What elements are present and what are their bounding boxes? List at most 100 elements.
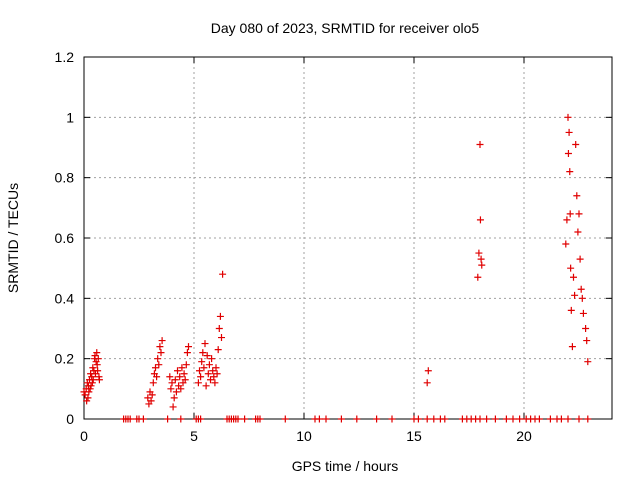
- data-point: [203, 352, 211, 360]
- data-point: [205, 361, 213, 369]
- data-point: [441, 415, 449, 423]
- data-point: [578, 294, 586, 302]
- data-point: [582, 325, 590, 332]
- data-point: [147, 397, 155, 405]
- data-point: [87, 382, 95, 390]
- data-point: [158, 337, 166, 345]
- data-point: [315, 415, 323, 423]
- data-point: [94, 367, 102, 375]
- data-point: [571, 291, 579, 299]
- chart-title: Day 080 of 2023, SRMTID for receiver olo…: [211, 20, 480, 36]
- data-point: [564, 415, 572, 423]
- data-point: [565, 128, 573, 136]
- y-tick-label: 0.6: [55, 230, 75, 246]
- data-point: [204, 370, 212, 378]
- data-point: [567, 306, 575, 314]
- data-point: [583, 337, 591, 345]
- data-point: [177, 385, 185, 393]
- y-tick-label: 1.2: [55, 49, 75, 65]
- data-point: [564, 150, 572, 158]
- data-point: [200, 364, 208, 372]
- data-point: [353, 415, 361, 423]
- data-point: [502, 415, 510, 423]
- data-point: [212, 364, 220, 372]
- data-point: [182, 361, 190, 369]
- data-point: [148, 391, 156, 399]
- data-point: [563, 216, 571, 224]
- data-point: [216, 312, 224, 320]
- data-point: [516, 415, 524, 423]
- data-point: [85, 388, 93, 396]
- data-point: [219, 270, 227, 278]
- data-point: [575, 210, 583, 218]
- data-point: [234, 415, 242, 423]
- data-point: [576, 255, 584, 263]
- data-point: [574, 228, 582, 236]
- data-point: [93, 349, 101, 357]
- data-point: [570, 273, 577, 281]
- data-point: [139, 415, 147, 423]
- data-point: [209, 367, 217, 375]
- data-point: [169, 403, 177, 411]
- data-point: [566, 168, 574, 176]
- data-point: [281, 415, 289, 423]
- data-point: [475, 249, 483, 257]
- y-tick-label: 0.8: [55, 170, 75, 186]
- data-point: [213, 370, 221, 378]
- data-point: [181, 376, 189, 384]
- data-point: [197, 373, 205, 381]
- data-point: [575, 415, 583, 423]
- y-axis-label: SRMTID / TECUs: [5, 183, 21, 293]
- data-point: [218, 334, 225, 342]
- data-point: [176, 373, 184, 381]
- data-point: [423, 379, 431, 387]
- data-point: [166, 373, 174, 381]
- data-point: [185, 343, 192, 351]
- data-point: [562, 240, 570, 248]
- data-point: [196, 367, 203, 375]
- data-point: [430, 415, 438, 423]
- data-point: [164, 415, 172, 423]
- data-point: [171, 376, 179, 384]
- data-point: [210, 373, 218, 381]
- data-point: [572, 140, 580, 148]
- y-tick-label: 0: [66, 411, 74, 427]
- data-point: [241, 415, 249, 423]
- data-point: [474, 273, 482, 281]
- data-point: [154, 355, 162, 363]
- data-point: [584, 358, 592, 366]
- data-point: [567, 264, 575, 272]
- x-tick-label: 15: [406, 428, 422, 444]
- x-axis-label: GPS time / hours: [292, 458, 399, 474]
- data-point: [95, 376, 103, 384]
- data-point: [337, 415, 345, 423]
- data-point: [423, 415, 431, 423]
- axis-ticks: 0 0.2 0.4 0.6 0.8 1 1.2 0 5 10 15 20: [55, 49, 612, 444]
- data-point: [152, 364, 159, 372]
- y-tick-label: 0.2: [55, 351, 75, 367]
- data-point: [211, 379, 219, 387]
- data-point: [183, 349, 191, 357]
- data-point: [476, 216, 484, 224]
- data-point: [214, 346, 222, 354]
- data-point: [149, 379, 157, 387]
- data-point: [88, 373, 96, 381]
- data-point: [546, 415, 554, 423]
- data-point: [180, 370, 188, 378]
- data-point: [557, 415, 565, 423]
- x-tick-label: 0: [80, 428, 88, 444]
- data-point: [535, 415, 543, 423]
- data-point: [208, 355, 216, 363]
- data-point: [170, 394, 178, 402]
- data-point: [198, 358, 206, 366]
- data-point: [93, 361, 101, 369]
- data-point: [483, 415, 491, 423]
- y-tick-label: 0.4: [55, 290, 75, 306]
- data-point: [88, 379, 96, 387]
- data-point: [256, 415, 264, 423]
- x-tick-label: 20: [516, 428, 532, 444]
- data-point: [215, 325, 223, 332]
- data-point: [202, 382, 210, 390]
- data-point: [156, 343, 164, 351]
